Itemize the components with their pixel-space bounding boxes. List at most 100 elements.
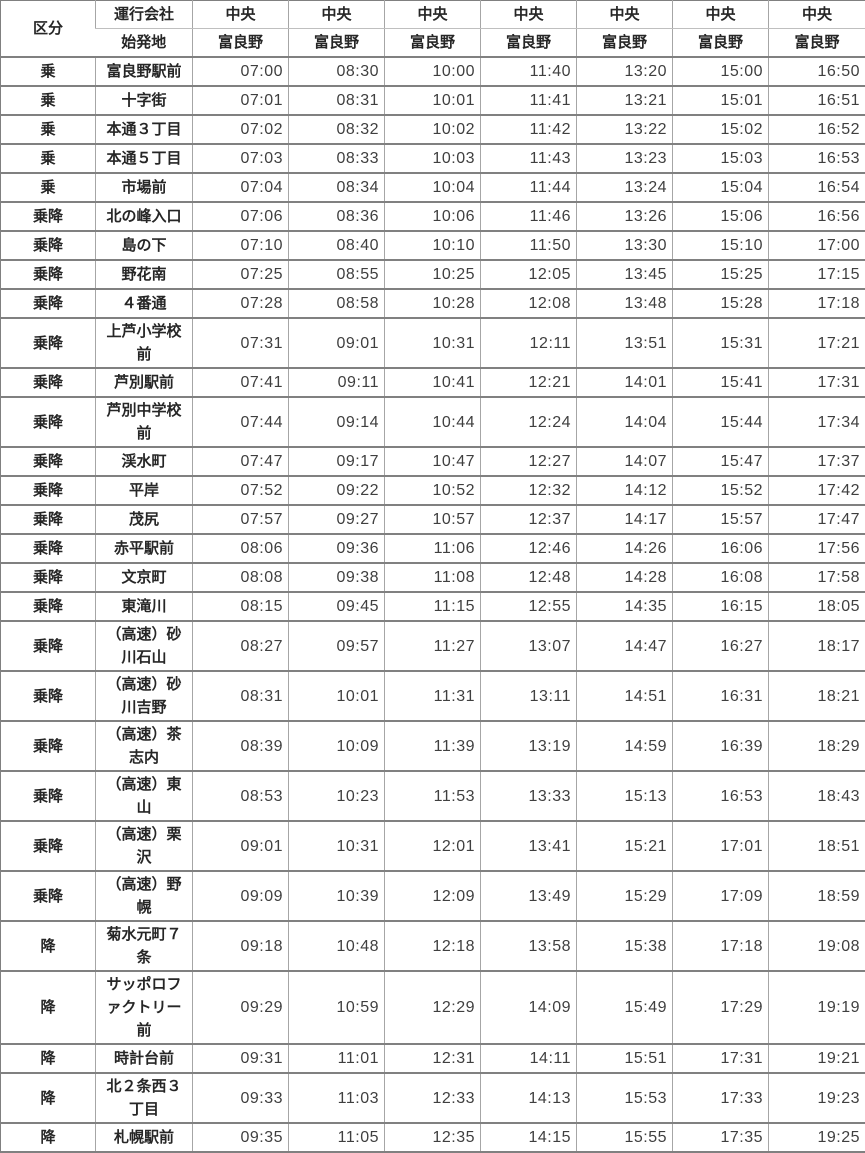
time-cell: 09:27	[289, 505, 385, 534]
time-cell: 17:29	[673, 971, 769, 1044]
time-cell: 16:51	[769, 86, 865, 115]
time-cell: 08:06	[193, 534, 289, 563]
time-cell: 13:41	[481, 821, 577, 871]
time-cell: 17:18	[769, 289, 865, 318]
time-cell: 08:15	[193, 592, 289, 621]
time-cell: 19:19	[769, 971, 865, 1044]
time-cell: 15:00	[673, 57, 769, 86]
time-cell: 12:27	[481, 447, 577, 476]
time-cell: 17:00	[769, 231, 865, 260]
time-cell: 17:33	[673, 1073, 769, 1123]
time-cell: 16:27	[673, 621, 769, 671]
time-cell: 14:13	[481, 1073, 577, 1123]
header-time-col-4-company: 中央	[481, 1, 577, 29]
time-cell: 16:08	[673, 563, 769, 592]
time-cell: 09:17	[289, 447, 385, 476]
time-cell: 09:31	[193, 1044, 289, 1073]
category-cell: 乗降	[1, 289, 96, 318]
header-time-col-6-company: 中央	[673, 1, 769, 29]
time-cell: 17:34	[769, 397, 865, 447]
time-cell: 15:31	[673, 318, 769, 368]
time-cell: 11:31	[385, 671, 481, 721]
time-cell: 10:31	[385, 318, 481, 368]
time-cell: 09:01	[289, 318, 385, 368]
time-cell: 08:36	[289, 202, 385, 231]
stop-name-cell: 本通３丁目	[96, 115, 193, 144]
time-cell: 07:57	[193, 505, 289, 534]
time-cell: 08:33	[289, 144, 385, 173]
time-cell: 18:17	[769, 621, 865, 671]
time-cell: 12:32	[481, 476, 577, 505]
header-origin: 始発地	[96, 29, 193, 58]
time-cell: 10:44	[385, 397, 481, 447]
header-row-origin: 始発地 富良野 富良野 富良野 富良野 富良野 富良野 富良野	[1, 29, 865, 58]
time-cell: 09:09	[193, 871, 289, 921]
category-cell: 乗降	[1, 260, 96, 289]
time-cell: 11:41	[481, 86, 577, 115]
time-cell: 19:21	[769, 1044, 865, 1073]
time-cell: 13:20	[577, 57, 673, 86]
time-cell: 12:21	[481, 368, 577, 397]
category-cell: 乗	[1, 115, 96, 144]
time-cell: 07:10	[193, 231, 289, 260]
time-cell: 08:53	[193, 771, 289, 821]
category-cell: 乗降	[1, 771, 96, 821]
time-cell: 10:59	[289, 971, 385, 1044]
time-cell: 09:57	[289, 621, 385, 671]
time-cell: 11:46	[481, 202, 577, 231]
category-cell: 乗降	[1, 871, 96, 921]
category-cell: 乗降	[1, 202, 96, 231]
time-cell: 10:02	[385, 115, 481, 144]
time-cell: 09:29	[193, 971, 289, 1044]
time-cell: 14:12	[577, 476, 673, 505]
time-cell: 09:14	[289, 397, 385, 447]
time-cell: 17:01	[673, 821, 769, 871]
header-time-col-3-company: 中央	[385, 1, 481, 29]
time-cell: 13:11	[481, 671, 577, 721]
time-cell: 07:00	[193, 57, 289, 86]
category-cell: 乗降	[1, 563, 96, 592]
category-cell: 乗	[1, 173, 96, 202]
time-cell: 13:48	[577, 289, 673, 318]
time-cell: 16:56	[769, 202, 865, 231]
time-cell: 15:38	[577, 921, 673, 971]
time-cell: 14:35	[577, 592, 673, 621]
time-cell: 12:18	[385, 921, 481, 971]
stop-name-cell: 文京町	[96, 563, 193, 592]
time-cell: 10:39	[289, 871, 385, 921]
time-cell: 16:52	[769, 115, 865, 144]
stop-name-cell: 富良野駅前	[96, 57, 193, 86]
time-cell: 12:11	[481, 318, 577, 368]
time-cell: 17:35	[673, 1123, 769, 1152]
time-cell: 15:02	[673, 115, 769, 144]
category-cell: 降	[1, 921, 96, 971]
stop-name-cell: 茂尻	[96, 505, 193, 534]
stop-name-cell: （高速）茶志内	[96, 721, 193, 771]
time-cell: 15:03	[673, 144, 769, 173]
header-time-col-4-origin: 富良野	[481, 29, 577, 58]
time-cell: 11:27	[385, 621, 481, 671]
time-cell: 15:25	[673, 260, 769, 289]
time-cell: 15:06	[673, 202, 769, 231]
stop-name-cell: 上芦小学校前	[96, 318, 193, 368]
time-cell: 19:23	[769, 1073, 865, 1123]
stop-name-cell: 赤平駅前	[96, 534, 193, 563]
time-cell: 11:43	[481, 144, 577, 173]
time-cell: 16:50	[769, 57, 865, 86]
time-cell: 08:40	[289, 231, 385, 260]
time-cell: 15:04	[673, 173, 769, 202]
time-cell: 18:05	[769, 592, 865, 621]
stop-name-cell: （高速）砂川吉野	[96, 671, 193, 721]
time-cell: 11:06	[385, 534, 481, 563]
time-cell: 11:01	[289, 1044, 385, 1073]
